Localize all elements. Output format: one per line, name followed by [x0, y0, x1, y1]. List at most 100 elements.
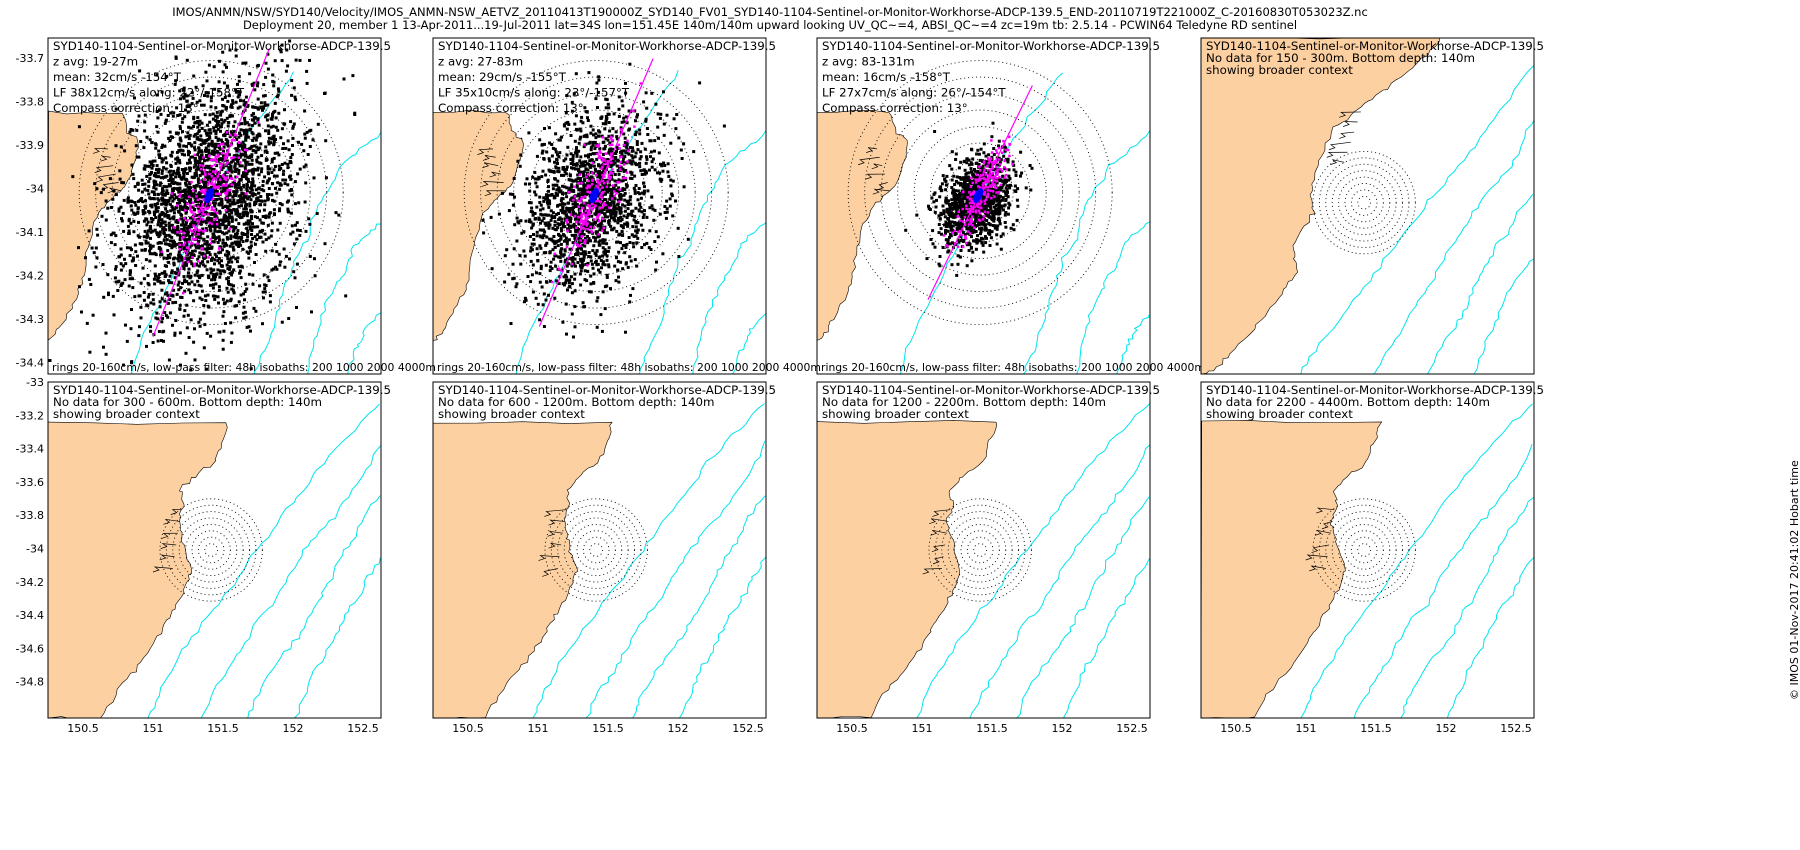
y-tick-label: -34.2 [16, 576, 44, 589]
land-area [817, 110, 908, 341]
isobath-line-3 [247, 495, 381, 718]
estuary-mark [538, 555, 560, 561]
velocity-ring-5 [563, 517, 629, 583]
velocity-ring-4 [1338, 176, 1391, 229]
velocity-ring-1 [1357, 195, 1372, 210]
panel-text-line-3: showing broader context [438, 407, 585, 421]
isobath-line-4 [678, 556, 766, 718]
estuary-mark [1321, 521, 1333, 530]
panel-text-line-4: LF 38x12cm/s along: 22°/-158°T [53, 86, 245, 100]
estuary-mark [542, 568, 558, 577]
velocity-ring-8 [1312, 498, 1416, 602]
isobath-line-4 [1116, 314, 1150, 374]
estuary-mark [163, 518, 180, 525]
panel-text-line-3: mean: 29cm/s -155°T [438, 70, 567, 84]
panel-text-line-5: Compass correction: 13° [822, 101, 968, 115]
isobath-line-4 [347, 312, 381, 374]
y-tick-label: -34.4 [16, 357, 44, 370]
isobath-line-1 [1300, 64, 1534, 374]
estuary-mark [865, 173, 885, 180]
land-area [433, 109, 524, 341]
velocity-ring-5 [897, 109, 1064, 276]
panel-text-line-2: No data for 2200 - 4400m. Bottom depth: … [1206, 395, 1490, 409]
velocity-ring-2 [946, 159, 1014, 227]
estuary-mark [929, 518, 949, 525]
velocity-ring-7 [165, 504, 257, 596]
y-tick-label: -34.4 [16, 609, 44, 622]
estuary-mark [107, 187, 122, 194]
x-tick-label: 152 [1052, 722, 1073, 735]
velocity-ring-4 [529, 126, 663, 260]
panel-3: SYD140-1104-Sentinel-or-Monitor-Workhors… [816, 37, 1205, 375]
estuary-mark [922, 568, 942, 575]
estuary-mark [484, 190, 507, 197]
estuary-mark [1326, 151, 1348, 158]
isobath-line-4 [294, 557, 381, 718]
velocity-ring-6 [880, 93, 1080, 293]
figure-title-line1: IMOS/ANMN/NSW/SYD140/Velocity/IMOS_ANMN-… [172, 5, 1368, 19]
x-tick-label: 151.5 [207, 722, 239, 735]
land-area [817, 420, 998, 718]
x-tick-label: 151 [528, 722, 549, 735]
isobath-line-1 [916, 402, 1150, 718]
velocity-ring-2 [1350, 536, 1378, 564]
y-tick-label: -34.2 [16, 270, 44, 283]
estuary-mark [932, 509, 951, 517]
y-tick-label: -34 [26, 543, 44, 556]
land-area [1201, 420, 1383, 718]
velocity-ring-6 [496, 93, 696, 293]
velocity-ring-3 [1344, 182, 1384, 223]
velocity-ring-6 [172, 511, 251, 589]
y-tick-label: -33.6 [16, 476, 44, 489]
velocity-ring-6 [1325, 163, 1404, 242]
estuary-mark [170, 509, 182, 515]
velocity-ring-8 [1312, 150, 1416, 255]
isobath-line-3 [1426, 193, 1534, 374]
panel-text-line-3: showing broader context [1206, 63, 1353, 77]
velocity-ring-5 [947, 517, 1013, 583]
panel-frame [432, 381, 767, 719]
estuary-mark [544, 509, 567, 517]
velocity-ring-3 [576, 530, 616, 570]
velocity-ring-7 [95, 76, 328, 309]
panel-frame [816, 37, 1151, 375]
isobath-line-4 [732, 313, 766, 374]
velocity-ring-4 [570, 523, 623, 577]
velocity-ring-5 [128, 109, 295, 276]
velocity-ring-7 [1318, 157, 1410, 248]
isobath-line-3 [1016, 496, 1150, 718]
velocity-ring-8 [847, 60, 1113, 326]
isobath-line-2 [1023, 130, 1150, 374]
panel-text-line-1: SYD140-1104-Sentinel-or-Monitor-Workhors… [438, 39, 776, 53]
velocity-ring-3 [1344, 530, 1384, 570]
panel-text-line-2: z avg: 83-131m [822, 55, 915, 69]
estuary-mark [152, 566, 173, 573]
y-tick-label: -33.2 [16, 409, 44, 422]
velocity-ring-8 [159, 498, 263, 602]
estuary-mark [932, 556, 944, 565]
estuary-mark [482, 162, 499, 169]
estuary-mark [96, 173, 116, 183]
velocity-ring-6 [557, 511, 636, 589]
velocity-ring-5 [1331, 170, 1397, 236]
panel-frame [1200, 381, 1535, 719]
estuary-mark [1342, 121, 1358, 127]
lowpass-points [942, 135, 1014, 249]
isobath-line-4 [1062, 556, 1150, 718]
panel-footer: rings 20-160cm/s, low-pass filter: 48h i… [437, 361, 821, 374]
isobath-line-2 [1373, 119, 1534, 374]
x-tick-label: 152.5 [1116, 722, 1148, 735]
panel-text-line-3: showing broader context [1206, 407, 1353, 421]
velocity-ring-4 [185, 523, 238, 577]
estuary-mark [1305, 554, 1328, 561]
estuary-mark [160, 543, 177, 549]
x-tick-label: 150.5 [836, 722, 868, 735]
isobath-line-3 [1076, 221, 1150, 374]
x-tick-label: 152 [283, 722, 304, 735]
panel-text-line-1: SYD140-1104-Sentinel-or-Monitor-Workhors… [53, 39, 391, 53]
isobath-line-2 [253, 131, 381, 374]
velocity-ring-7 [864, 76, 1097, 309]
estuary-mark [477, 148, 493, 155]
panel-text-line-1: SYD140-1104-Sentinel-or-Monitor-Workhors… [822, 39, 1160, 53]
